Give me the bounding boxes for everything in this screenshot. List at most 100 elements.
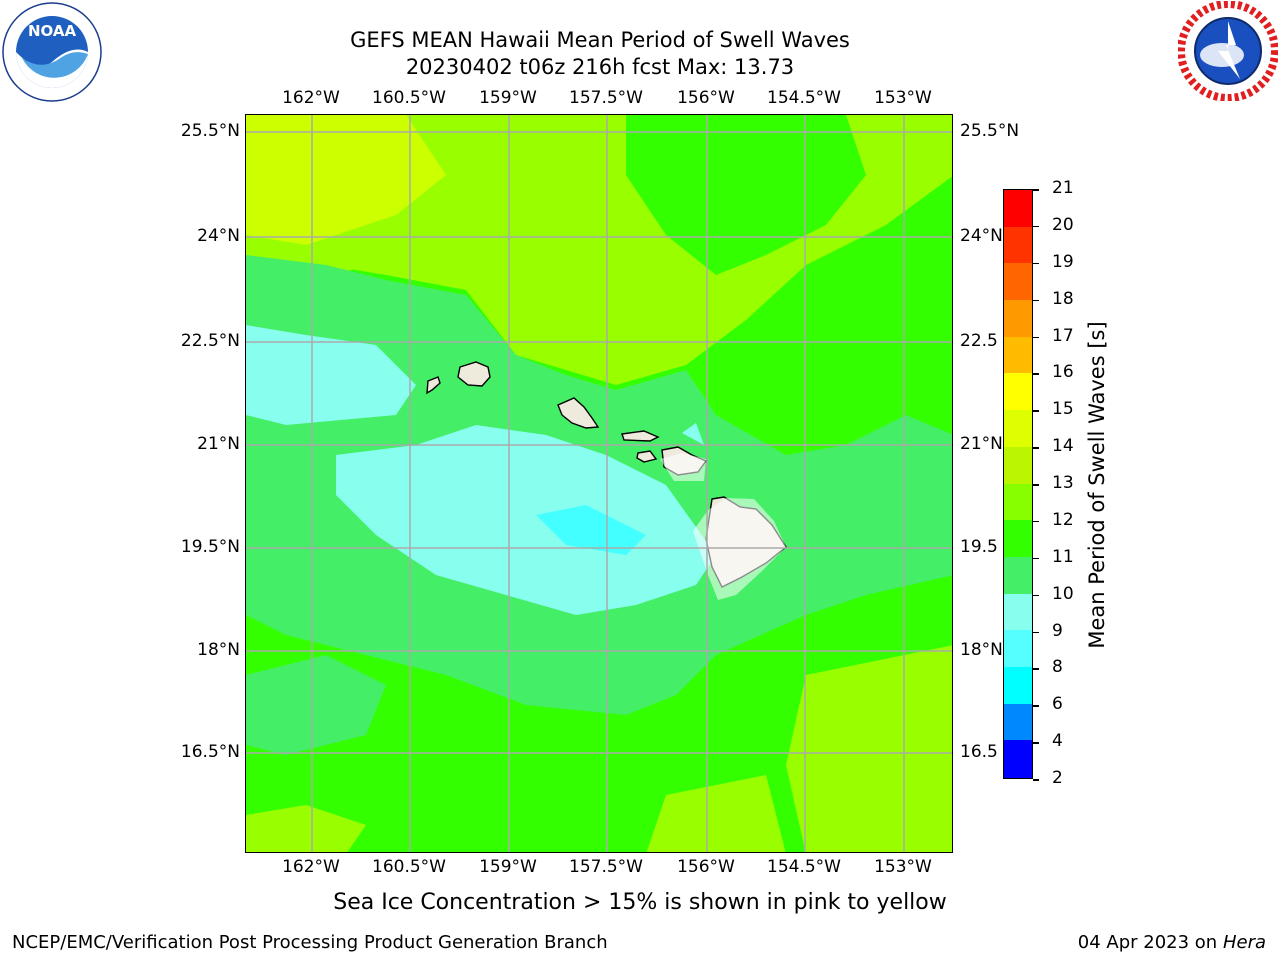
colorbar-segment	[1004, 593, 1032, 631]
island-lanai	[636, 450, 658, 463]
colorbar-tick-mark	[1033, 557, 1039, 560]
colorbar-tick-label: 21	[1052, 178, 1074, 198]
colorbar-tick-mark	[1033, 262, 1039, 265]
lat-tick-left: 19.5°N	[180, 537, 240, 557]
lat-tick-right: 25.5°N	[960, 121, 1020, 141]
colorbar-segment	[1004, 556, 1032, 595]
island-niihau	[426, 376, 441, 395]
colorbar-tick-mark	[1033, 484, 1039, 486]
colorbar-tick-mark	[1033, 336, 1039, 338]
field-yellow-nw	[246, 115, 446, 245]
colorbar-tick-mark	[1033, 594, 1039, 597]
colorbar-tick-label: 10	[1052, 583, 1074, 604]
swell-period-map	[245, 114, 953, 853]
colorbar-tick-label: 6	[1052, 694, 1063, 715]
lat-tick-left: 22.5°N	[180, 331, 240, 351]
footer-date-text: 04 Apr 2023 on	[1077, 932, 1223, 953]
colorbar-tick-mark	[1033, 225, 1039, 228]
field-lg-sw	[246, 655, 386, 755]
colorbar-tick-label: 19	[1052, 251, 1074, 272]
colorbar-tick-mark	[1033, 705, 1039, 707]
footer-branch: NCEP/EMC/Verification Post Processing Pr…	[12, 932, 608, 953]
nws-logo	[1177, 0, 1279, 102]
chart-subtitle: 20230402 t06z 216h fcst Max: 13.73	[405, 55, 795, 79]
lon-tick-top: 157.5°W	[569, 88, 643, 108]
colorbar-label: Mean Period of Swell Waves [s]	[1085, 321, 1109, 649]
colorbar-segment	[1004, 666, 1032, 705]
lat-tick-right: 19.5	[960, 537, 998, 557]
colorbar-segment	[1004, 373, 1032, 411]
noaa-logo-text: NOAA	[28, 22, 77, 40]
colorbar-segment	[1004, 263, 1032, 301]
field-cyanlight-central	[336, 425, 716, 615]
lon-tick-top: 162°W	[282, 88, 340, 108]
lon-tick-top: 153°W	[874, 88, 932, 108]
colorbar-tick-mark	[1033, 447, 1039, 449]
footer-host: Hera	[1222, 932, 1266, 953]
field-yg-south	[646, 775, 786, 852]
lat-tick-left: 18°N	[197, 640, 240, 660]
halo-hawaii	[693, 498, 786, 600]
colorbar-tick-label: 9	[1052, 620, 1063, 641]
lon-tick-bottom: 159°W	[479, 857, 537, 877]
colorbar-segment	[1004, 483, 1032, 521]
colorbar-tick-mark	[1033, 189, 1039, 191]
colorbar	[1003, 189, 1033, 779]
chart-title: GEFS MEAN Hawaii Mean Period of Swell Wa…	[350, 28, 850, 52]
colorbar-tick-label: 15	[1052, 399, 1074, 420]
colorbar-segment	[1004, 190, 1032, 228]
colorbar-tick-label: 2	[1052, 768, 1063, 788]
colorbar-segment	[1004, 446, 1032, 484]
colorbar-segment	[1004, 410, 1032, 448]
colorbar-tick-mark	[1033, 668, 1039, 670]
colorbar-segment	[1004, 226, 1032, 264]
colorbar-segment	[1004, 336, 1032, 374]
colorbar-segment	[1004, 300, 1032, 338]
colorbar-tick-label: 16	[1052, 362, 1074, 383]
colorbar-tick-label: 12	[1052, 509, 1074, 530]
lon-tick-bottom: 157.5°W	[569, 857, 643, 877]
lon-tick-bottom: 153°W	[874, 857, 932, 877]
map-canvas	[246, 115, 952, 852]
lon-tick-bottom: 162°W	[282, 857, 340, 877]
colorbar-tick-label: 18	[1052, 288, 1074, 309]
island-oahu	[557, 397, 600, 429]
colorbar-segment	[1004, 630, 1032, 668]
colorbar-tick-mark	[1033, 779, 1039, 781]
colorbar-segment	[1004, 740, 1032, 778]
lat-tick-right: 16.5	[960, 742, 998, 762]
colorbar-tick-label: 13	[1052, 473, 1074, 493]
lon-tick-top: 154.5°W	[767, 88, 841, 108]
cyan-blob-maui	[682, 423, 704, 445]
colorbar-tick-label: 14	[1052, 436, 1074, 457]
lat-tick-right: 22.5	[960, 331, 998, 351]
field-cyanlight-west	[246, 325, 416, 425]
lon-tick-bottom: 156°W	[677, 857, 735, 877]
colorbar-segment	[1004, 520, 1032, 558]
field-yg-sw	[246, 805, 366, 852]
lat-tick-right: 18°N	[960, 640, 1003, 660]
halo-maui	[660, 453, 706, 481]
graticule	[246, 115, 952, 852]
colorbar-tick-label: 8	[1052, 657, 1063, 678]
field-patch-green-ne	[626, 115, 866, 275]
colorbar-tick-mark	[1033, 742, 1039, 744]
lon-tick-top: 159°W	[479, 88, 537, 108]
island-molokai	[621, 430, 660, 442]
lat-tick-left: 24°N	[197, 226, 240, 246]
lon-tick-top: 156°W	[677, 88, 735, 108]
field-yg-se	[786, 645, 952, 852]
lat-tick-left: 21°N	[197, 434, 240, 454]
lon-tick-bottom: 160.5°W	[372, 857, 446, 877]
lon-tick-bottom: 154.5°W	[767, 857, 841, 877]
colorbar-tick-mark	[1033, 410, 1039, 412]
colorbar-tick-mark	[1033, 373, 1039, 375]
colorbar-tick-label: 4	[1052, 731, 1063, 752]
colorbar-tick-mark	[1033, 631, 1039, 633]
colorbar-tick-mark	[1033, 520, 1039, 523]
colorbar-segment	[1004, 703, 1032, 741]
island-kauai	[457, 361, 491, 387]
footer-date: 04 Apr 2023 on Hera	[1078, 932, 1266, 953]
colorbar-tick-label: 17	[1052, 325, 1074, 346]
lon-tick-top: 160.5°W	[372, 88, 446, 108]
